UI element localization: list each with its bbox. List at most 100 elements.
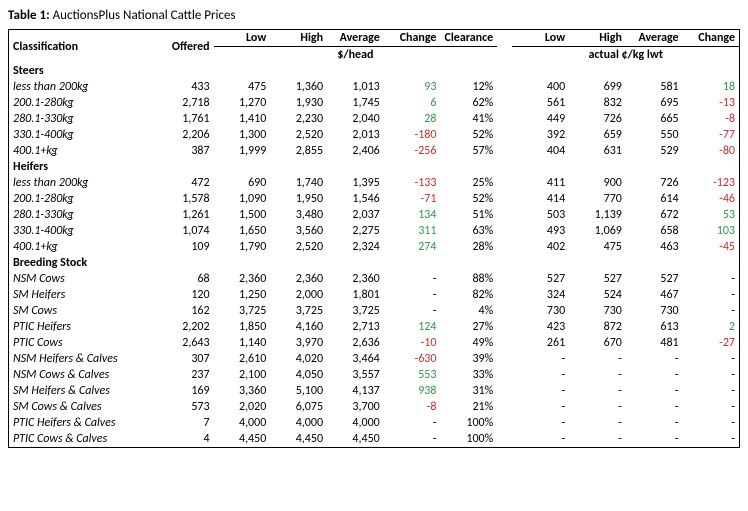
cell-l1: 1,250 — [214, 287, 271, 303]
table-row: NSM Cows682,3602,3602,360-88%527527527- — [9, 271, 740, 287]
cell-c1: -10 — [384, 335, 441, 351]
cell-gap — [497, 303, 512, 319]
cell-h2: 659 — [569, 127, 626, 143]
cell-h1: 3,560 — [270, 223, 327, 239]
cell-l1: 1,790 — [214, 239, 271, 255]
table-row: SM Cows1623,7253,7253,725-4%730730730- — [9, 303, 740, 319]
cell-c2: -123 — [683, 175, 740, 191]
cell-h2: 832 — [569, 95, 626, 111]
col-gap — [497, 30, 512, 64]
cell-gap — [497, 351, 512, 367]
cell-a1: 1,801 — [327, 287, 384, 303]
cell-l2: - — [512, 351, 569, 367]
cell-gap — [497, 431, 512, 448]
cell-cls: less than 200kg — [9, 79, 151, 95]
table-row: PTIC Heifers & Calves74,0004,0004,000-10… — [9, 415, 740, 431]
cell-c1: 938 — [384, 383, 441, 399]
cell-l1: 3,360 — [214, 383, 271, 399]
cell-h1: 1,740 — [270, 175, 327, 191]
cell-l2: 423 — [512, 319, 569, 335]
cell-h1: 4,450 — [270, 431, 327, 448]
cell-c2: -46 — [683, 191, 740, 207]
cell-cls: 400.1+kg — [9, 239, 151, 255]
cell-h1: 3,725 — [270, 303, 327, 319]
cell-h2: 631 — [569, 143, 626, 159]
table-row: NSM Cows & Calves2372,1004,0503,55755333… — [9, 367, 740, 383]
cell-cls: NSM Cows — [9, 271, 151, 287]
cell-h1: 4,000 — [270, 415, 327, 431]
cell-c2: - — [683, 351, 740, 367]
col-classification: Classification — [9, 30, 151, 64]
table-header: Classification Offered Low High Average … — [9, 30, 740, 64]
cell-cls: 200.1-280kg — [9, 95, 151, 111]
cell-c2: -77 — [683, 127, 740, 143]
cell-a2: - — [626, 399, 683, 415]
table-row: less than 200kg4334751,3601,0139312%4006… — [9, 79, 740, 95]
cell-a1: 2,037 — [327, 207, 384, 223]
cell-gap — [497, 335, 512, 351]
col-high2: High — [569, 30, 626, 47]
col-low1: Low — [214, 30, 271, 47]
cell-h2: - — [569, 351, 626, 367]
cell-l2: 261 — [512, 335, 569, 351]
table-row: SM Heifers1201,2502,0001,801-82%32452446… — [9, 287, 740, 303]
cell-a2: 726 — [626, 175, 683, 191]
cell-c1: - — [384, 271, 441, 287]
table-row: less than 200kg4726901,7401,395-13325%41… — [9, 175, 740, 191]
cell-cls: NSM Cows & Calves — [9, 367, 151, 383]
cell-l1: 1,090 — [214, 191, 271, 207]
cell-h1: 6,075 — [270, 399, 327, 415]
col-change2: Change — [683, 30, 740, 47]
cell-l2: - — [512, 383, 569, 399]
cell-l2: 730 — [512, 303, 569, 319]
cell-c2: - — [683, 367, 740, 383]
cell-c2: -13 — [683, 95, 740, 111]
cell-off: 1,761 — [150, 111, 213, 127]
cell-gap — [497, 143, 512, 159]
cell-l2: 392 — [512, 127, 569, 143]
table-row: PTIC Cows & Calves44,4504,4504,450-100%-… — [9, 431, 740, 448]
cell-h2: - — [569, 431, 626, 448]
cell-clr: 49% — [440, 335, 497, 351]
table-row: 200.1-280kg1,5781,0901,9501,546-7152%414… — [9, 191, 740, 207]
cell-off: 237 — [150, 367, 213, 383]
cell-cls: 400.1+kg — [9, 143, 151, 159]
cell-l2: 449 — [512, 111, 569, 127]
cell-l1: 1,999 — [214, 143, 271, 159]
cell-c2: 53 — [683, 207, 740, 223]
cell-a1: 2,406 — [327, 143, 384, 159]
cell-a2: - — [626, 383, 683, 399]
subhead-per-head: $/head — [214, 47, 498, 64]
cell-cls: 280.1-330kg — [9, 111, 151, 127]
cell-l1: 1,410 — [214, 111, 271, 127]
table-row: 400.1+kg1091,7902,5202,32427428%40247546… — [9, 239, 740, 255]
cell-c2: - — [683, 303, 740, 319]
cell-off: 109 — [150, 239, 213, 255]
cell-clr: 39% — [440, 351, 497, 367]
table-row: SM Heifers & Calves1693,3605,1004,137938… — [9, 383, 740, 399]
cell-c1: -71 — [384, 191, 441, 207]
col-high1: High — [270, 30, 327, 47]
cell-l1: 1,300 — [214, 127, 271, 143]
table-title-prefix: Table 1: — [8, 8, 50, 23]
cell-gap — [497, 95, 512, 111]
cell-a2: - — [626, 431, 683, 448]
cell-l1: 4,450 — [214, 431, 271, 448]
cell-l1: 2,020 — [214, 399, 271, 415]
cell-gap — [497, 271, 512, 287]
cell-gap — [497, 367, 512, 383]
cell-clr: 100% — [440, 431, 497, 448]
cell-a2: 658 — [626, 223, 683, 239]
col-average1: Average — [327, 30, 384, 47]
cell-l1: 4,000 — [214, 415, 271, 431]
cell-off: 2,643 — [150, 335, 213, 351]
cell-cls: SM Cows & Calves — [9, 399, 151, 415]
cell-c1: - — [384, 431, 441, 448]
cell-l2: 404 — [512, 143, 569, 159]
cell-h2: - — [569, 415, 626, 431]
cell-a1: 2,636 — [327, 335, 384, 351]
table-title-text: AuctionsPlus National Cattle Prices — [50, 8, 236, 23]
table-row: NSM Heifers & Calves3072,6104,0203,464-6… — [9, 351, 740, 367]
section-name: Steers — [9, 63, 740, 79]
cell-l1: 1,850 — [214, 319, 271, 335]
